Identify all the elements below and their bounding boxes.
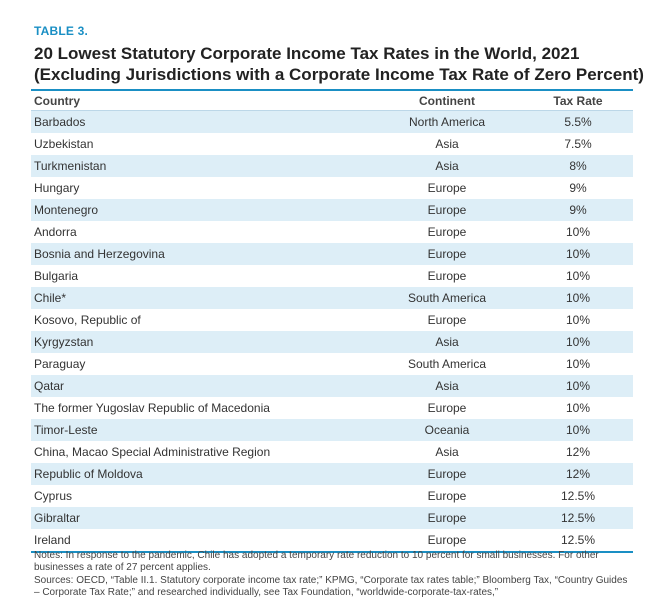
cell-tax-rate: 10% [565,225,591,239]
cell-continent: Europe [427,247,467,261]
cell-tax-rate: 10% [565,335,591,349]
cell-tax-rate: 10% [565,357,591,371]
cell-country: Paraguay [34,357,86,371]
cell-tax-rate: 12% [565,467,591,481]
cell-tax-rate: 9% [569,181,587,195]
cell-continent: Oceania [424,423,470,437]
cell-country: Bulgaria [34,269,79,283]
cell-continent: Asia [435,445,459,459]
cell-continent: Europe [427,533,467,547]
cell-tax-rate: 10% [565,269,591,283]
cell-continent: Europe [427,269,467,283]
cell-continent: North America [408,115,486,129]
table-header-row: Country Continent Tax Rate [31,91,633,111]
tax-rate-table: Country Continent Tax Rate Barbados North… [31,89,633,553]
cell-tax-rate: 10% [565,401,591,415]
cell-continent: Europe [427,203,467,217]
cell-tax-rate: 10% [565,423,591,437]
table-row: Timor-Leste Oceania 10% [31,419,633,441]
cell-country: Kyrgyzstan [34,335,94,349]
cell-tax-rate: 8% [569,159,587,173]
table-body: Barbados North America 5.5% Uzbekistan Asia 7… [31,111,633,551]
cell-continent: Asia [435,335,459,349]
cell-continent: Europe [427,511,467,525]
table-row: Paraguay South America 10% [31,353,633,375]
header-tax-rate: Tax Rate [553,93,603,108]
cell-tax-rate: 12.5% [560,533,596,547]
table-label: TABLE 3. [34,24,89,38]
table-row: Qatar Asia 10% [31,375,633,397]
cell-continent: Europe [427,313,467,327]
table-row: Uzbekistan Asia 7.5% [31,133,633,155]
table-row: Bosnia and Herzegovina Europe 10% [31,243,633,265]
cell-tax-rate: 9% [569,203,587,217]
table-row: The former Yugoslav Republic of Macedoni… [31,397,633,419]
cell-country: Qatar [34,379,65,393]
sources-text: Sources: OECD, “Table II.1. Statutory co… [34,575,628,598]
table-bottom-rule [31,551,633,553]
cell-continent: Europe [427,225,467,239]
table-row: Gibraltar Europe 12.5% [31,507,633,529]
table-row: Turkmenistan Asia 8% [31,155,633,177]
table-row: Kosovo, Republic of Europe 10% [31,309,633,331]
cell-tax-rate: 10% [565,291,591,305]
cell-tax-rate: 5.5% [564,115,592,129]
cell-continent: South America [407,291,487,305]
cell-tax-rate: 12.5% [560,511,596,525]
notes-text: Notes: In response to the pandemic, Chil… [34,550,599,573]
title-line-2: (Excluding Jurisdictions with a Corporat… [34,65,644,84]
cell-country: Timor-Leste [34,423,98,437]
cell-country: Cyprus [34,489,73,503]
cell-country: Bosnia and Herzegovina [34,247,165,261]
cell-country: Hungary [34,181,80,195]
cell-tax-rate: 12.5% [560,489,596,503]
cell-tax-rate: 12% [565,445,591,459]
cell-tax-rate: 10% [565,247,591,261]
notes-section: Notes: In response to the pandemic, Chil… [34,550,634,600]
table-row: Andorra Europe 10% [31,221,633,243]
table-row: Kyrgyzstan Asia 10% [31,331,633,353]
cell-country: Republic of Moldova [34,467,143,481]
table-row: Ireland Europe 12.5% [31,529,633,551]
header-continent: Continent [419,93,475,108]
cell-country: Turkmenistan [34,159,107,173]
cell-continent: Europe [427,181,467,195]
cell-continent: Europe [427,467,467,481]
cell-country: Ireland [34,533,71,547]
cell-continent: Asia [435,379,459,393]
table-row: Republic of Moldova Europe 12% [31,463,633,485]
header-country: Country [34,93,80,108]
cell-country: Uzbekistan [34,137,94,151]
cell-country: Barbados [34,115,86,129]
cell-country: Andorra [34,225,77,239]
table-row: Barbados North America 5.5% [31,111,633,133]
cell-country: China, Macao Special Administrative Regi… [34,445,271,459]
cell-tax-rate: 10% [565,313,591,327]
cell-tax-rate: 10% [565,379,591,393]
cell-continent: Asia [435,159,459,173]
title-line-1: 20 Lowest Statutory Corporate Income Tax… [34,44,580,63]
table-title: 20 Lowest Statutory Corporate Income Tax… [34,43,654,85]
table-row: Bulgaria Europe 10% [31,265,633,287]
cell-continent: South America [407,357,487,371]
cell-continent: Europe [427,401,467,415]
table-row: Chile* South America 10% [31,287,633,309]
cell-country: Montenegro [34,203,99,217]
table-row: Cyprus Europe 12.5% [31,485,633,507]
cell-country: Kosovo, Republic of [34,313,141,327]
table-row: Montenegro Europe 9% [31,199,633,221]
table-row: China, Macao Special Administrative Regi… [31,441,633,463]
cell-country: Chile* [34,291,67,305]
cell-country: The former Yugoslav Republic of Macedoni… [34,401,270,415]
table-row: Hungary Europe 9% [31,177,633,199]
cell-continent: Europe [427,489,467,503]
cell-country: Gibraltar [34,511,81,525]
cell-tax-rate: 7.5% [564,137,592,151]
cell-continent: Asia [435,137,459,151]
